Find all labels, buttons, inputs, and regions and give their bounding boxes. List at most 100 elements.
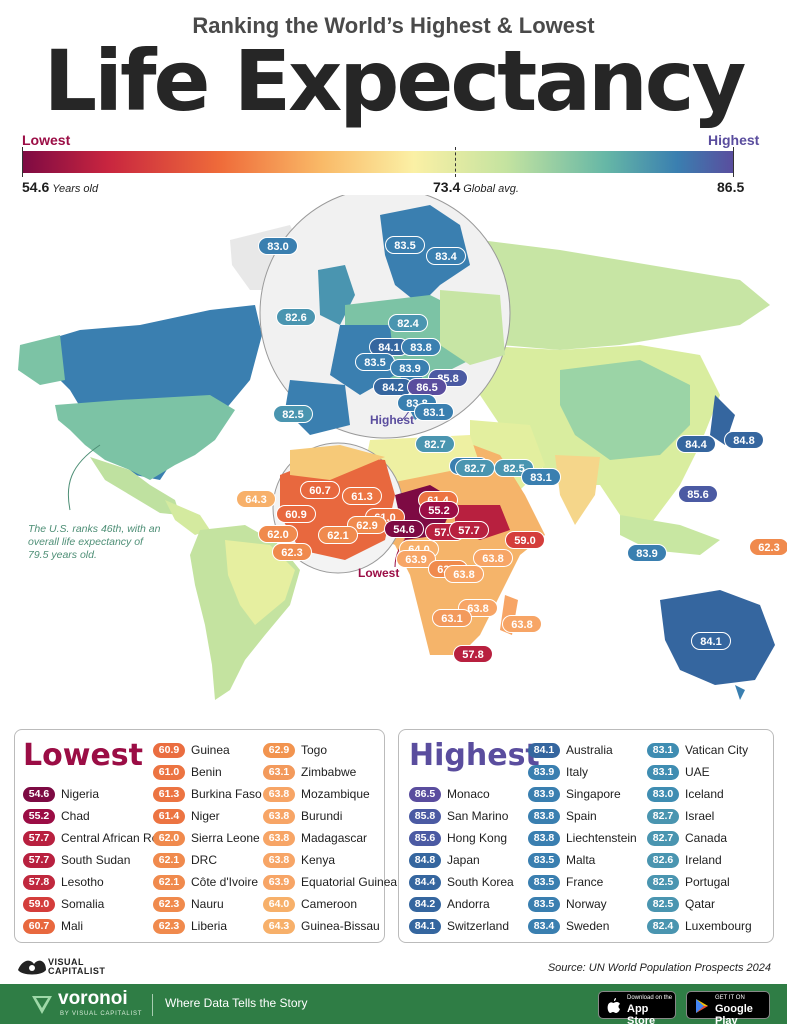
country-name: Sweden	[566, 919, 610, 933]
country-name: Andorra	[447, 897, 490, 911]
china-shape	[560, 360, 690, 460]
map-value-badge: 83.4	[426, 247, 466, 265]
value-pill: 83.8	[528, 830, 560, 846]
map-value-badge: 57.8	[453, 645, 493, 663]
value-pill: 84.1	[409, 918, 441, 934]
value-pill: 62.1	[153, 874, 185, 890]
country-name: Spain	[566, 809, 597, 823]
list-item: 84.2 Andorra	[409, 895, 490, 913]
list-item: 62.1 DRC	[153, 851, 217, 869]
app-store-button[interactable]: Download on the App Store	[598, 991, 676, 1024]
list-item: 83.1 Vatican City	[647, 741, 748, 759]
country-name: Madagascar	[301, 831, 368, 845]
mexico-shape	[90, 457, 180, 515]
country-name: Côte d'Ivoire	[191, 875, 258, 889]
list-item: 84.1 Switzerland	[409, 917, 509, 935]
map-value-badge: 82.6	[276, 308, 316, 326]
google-play-button[interactable]: GET IT ON Google Play	[686, 991, 770, 1024]
list-item: 59.0 Somalia	[23, 895, 104, 913]
us-callout-line	[67, 444, 101, 511]
map-value-badge: 85.6	[678, 485, 718, 503]
country-name: Vatican City	[685, 743, 749, 757]
brand-line-1: VISUAL	[48, 957, 85, 967]
country-name: San Marino	[447, 809, 509, 823]
value-pill: 62.0	[153, 830, 185, 846]
list-item: 57.8 Lesotho	[23, 873, 104, 891]
value-pill: 83.1	[647, 742, 679, 758]
list-item: 82.4 Luxembourg	[647, 917, 752, 935]
value-pill: 63.1	[263, 764, 295, 780]
value-pill: 55.2	[23, 808, 55, 824]
list-item: 84.1 Australia	[528, 741, 613, 759]
map-value-badge: 83.5	[385, 236, 425, 254]
scale-min-value: 54.6	[22, 179, 50, 195]
country-name: UAE	[685, 765, 710, 779]
tagline: Where Data Tells the Story	[165, 996, 308, 1010]
country-name: Switzerland	[447, 919, 510, 933]
app-store-big-text: App Store	[627, 1003, 656, 1024]
map-value-badge: 83.8	[401, 338, 441, 356]
value-pill: 84.2	[409, 896, 441, 912]
country-name: Italy	[566, 765, 589, 779]
list-item: 57.7 South Sudan	[23, 851, 130, 869]
value-pill: 82.7	[647, 830, 679, 846]
visual-capitalist-logo-icon	[18, 960, 46, 975]
value-pill: 85.8	[409, 808, 441, 824]
country-name: South Sudan	[61, 853, 131, 867]
map-value-badge: 62.0	[258, 525, 298, 543]
country-name: Portugal	[685, 875, 730, 889]
eastern-europe-shape	[440, 290, 505, 365]
country-name: Singapore	[566, 787, 621, 801]
alaska-shape	[18, 335, 65, 385]
value-pill: 57.8	[23, 874, 55, 890]
value-pill: 62.3	[153, 918, 185, 934]
list-item: 82.7 Canada	[647, 829, 727, 847]
value-pill: 84.4	[409, 874, 441, 890]
lowest-callout-label: Lowest	[358, 566, 400, 580]
map-value-badge: 84.4	[676, 435, 716, 453]
value-pill: 60.7	[23, 918, 55, 934]
map-value-badge: 83.9	[627, 544, 667, 562]
country-name: Cameroon	[301, 897, 358, 911]
list-item: 82.7 Israel	[647, 807, 714, 825]
list-item: 83.5 Norway	[528, 895, 607, 913]
value-pill: 83.1	[647, 764, 679, 780]
highest-callout-label: Highest	[370, 413, 415, 427]
new-zealand-shape	[735, 685, 745, 700]
value-pill: 61.4	[153, 808, 185, 824]
russia-shape	[440, 235, 770, 350]
value-pill: 83.9	[528, 786, 560, 802]
list-item: 83.8 Spain	[528, 807, 597, 825]
map-value-badge: 83.9	[390, 359, 430, 377]
source-note: Source: UN World Population Prospects 20…	[547, 962, 771, 974]
list-item: 63.8 Madagascar	[263, 829, 367, 847]
scale-min: 54.6 Years old	[22, 179, 98, 195]
list-item: 85.6 Hong Kong	[409, 829, 507, 847]
value-pill: 83.0	[647, 786, 679, 802]
footer-divider	[152, 994, 153, 1016]
value-pill: 82.6	[647, 852, 679, 868]
map-value-badge: 62.3	[749, 538, 787, 556]
list-item: 61.3 Burkina Faso	[153, 785, 262, 803]
country-name: Benin	[191, 765, 222, 779]
voronoi-byline: BY VISUAL CAPITALIST	[60, 1011, 143, 1017]
list-item: 57.7 Central African Rep	[23, 829, 165, 847]
country-name: Guinea	[191, 743, 230, 757]
voronoi-name[interactable]: voronoi	[58, 988, 128, 1009]
value-pill: 86.5	[409, 786, 441, 802]
country-name: Mozambique	[301, 787, 370, 801]
list-item: 83.8 Liechtenstein	[528, 829, 637, 847]
list-item: 62.3 Liberia	[153, 917, 227, 935]
country-name: Lesotho	[61, 875, 104, 889]
list-item: 63.8 Burundi	[263, 807, 342, 825]
list-item: 63.8 Mozambique	[263, 785, 370, 803]
value-pill: 63.8	[263, 808, 295, 824]
map-value-badge: 83.5	[355, 353, 395, 371]
scale-avg: 73.4 Global avg.	[433, 179, 519, 195]
list-item: 82.6 Ireland	[647, 851, 722, 869]
list-item: 83.5 Malta	[528, 851, 595, 869]
map-value-badge: 84.1	[691, 632, 731, 650]
list-item: 83.9 Italy	[528, 763, 588, 781]
map-value-badge: 54.6	[384, 520, 424, 538]
list-item: 83.0 Iceland	[647, 785, 724, 803]
